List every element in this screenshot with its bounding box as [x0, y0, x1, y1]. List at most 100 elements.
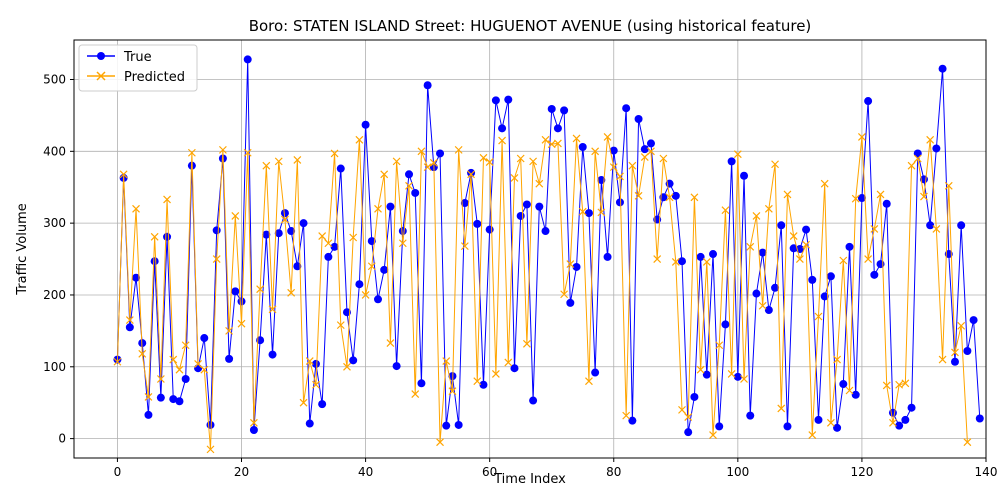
data-point-predicted [249, 418, 258, 427]
data-point-predicted [957, 321, 966, 330]
data-point-predicted [529, 157, 538, 166]
data-point-predicted [125, 316, 134, 325]
plot-frame [73, 39, 987, 459]
data-point-predicted [479, 153, 488, 162]
data-point-true [498, 124, 507, 133]
data-point-true [194, 364, 203, 373]
data-point-predicted [566, 260, 575, 269]
data-point-predicted [231, 212, 240, 220]
data-point-predicted [777, 404, 786, 413]
data-point-true [690, 392, 699, 401]
data-point-true [405, 170, 414, 179]
data-point-predicted [814, 312, 823, 321]
data-point-true [870, 270, 879, 279]
data-point-true [578, 143, 587, 152]
data-point-predicted [380, 170, 389, 179]
data-point-true [349, 356, 358, 365]
data-point-predicted [795, 255, 804, 263]
legend-marker-true [97, 52, 105, 60]
y-tick-label: 300 [43, 216, 66, 230]
data-point-true [535, 202, 544, 211]
data-point-true [150, 257, 159, 266]
data-point-true [249, 425, 258, 434]
y-tick-label: 0 [58, 432, 66, 446]
data-point-predicted [448, 387, 457, 396]
x-axis-label: Time Index [493, 472, 566, 487]
data-point-true [758, 248, 767, 257]
x-axis-ticks: 0 20 40 60 80 100 120 140 [114, 458, 997, 479]
data-point-true [479, 380, 488, 389]
data-point-predicted [386, 339, 395, 348]
legend-label-true: True [123, 50, 152, 65]
data-point-predicted [268, 305, 277, 314]
data-point-predicted [845, 386, 854, 395]
data-point-predicted [113, 357, 122, 366]
data-point-true [516, 211, 525, 220]
data-point-predicted [516, 154, 525, 163]
data-point-predicted [864, 255, 873, 263]
data-point-true [857, 194, 866, 203]
data-point-predicted [572, 134, 581, 143]
data-point-true [299, 219, 308, 228]
data-point-predicted [194, 359, 203, 368]
data-point-true [628, 416, 637, 425]
data-point-true [547, 104, 556, 113]
data-point-predicted [293, 156, 302, 164]
data-point-predicted [169, 355, 178, 364]
data-point-true [467, 168, 476, 177]
data-point-predicted [181, 341, 190, 350]
data-point-predicted [299, 398, 308, 407]
data-point-predicted [281, 215, 289, 224]
data-point-true [423, 81, 432, 90]
data-point-true [727, 157, 736, 166]
data-point-true [504, 95, 513, 104]
data-point-true [969, 316, 978, 325]
legend: True Predicted [78, 44, 198, 92]
x-tick-label: 80 [606, 465, 621, 479]
data-point-predicted [212, 255, 221, 263]
data-point-true [684, 428, 693, 437]
data-point-predicted [622, 411, 631, 420]
data-point-predicted [417, 147, 426, 156]
data-point-true [473, 219, 482, 228]
data-point-predicted [833, 355, 842, 364]
data-point-predicted [727, 370, 736, 378]
data-point-true [634, 115, 643, 124]
data-point-true [566, 298, 575, 307]
data-point-true [740, 171, 749, 180]
data-point-true [361, 120, 370, 129]
data-point-predicted [963, 438, 972, 447]
data-point-predicted [882, 381, 891, 390]
y-tick-label: 500 [43, 73, 66, 87]
x-tick-label: 20 [234, 465, 249, 479]
data-point-predicted [752, 212, 761, 220]
data-point-true [560, 106, 569, 115]
data-point-predicted [367, 262, 376, 271]
data-point-predicted [715, 341, 724, 350]
data-point-predicted [920, 192, 928, 201]
data-point-predicted [609, 163, 618, 172]
data-point-true [814, 415, 823, 424]
data-point-true [181, 374, 190, 383]
data-point-true [764, 306, 773, 315]
data-point-predicted [585, 377, 593, 386]
data-point-true [721, 320, 730, 329]
data-point-predicted [746, 242, 755, 251]
data-point-true [777, 221, 786, 230]
data-point-true [212, 226, 221, 235]
data-point-predicted [684, 413, 693, 421]
data-point-true [491, 96, 500, 105]
data-point-true [318, 400, 327, 409]
legend-label-predicted: Predicted [124, 70, 185, 85]
data-point-predicted [256, 285, 265, 294]
data-point-predicted [647, 147, 655, 156]
data-point-true [733, 372, 742, 381]
data-point-true [783, 422, 792, 431]
data-point-predicted [628, 161, 637, 170]
data-point-predicted [218, 145, 227, 154]
data-point-true [411, 188, 420, 197]
data-point-predicted [287, 288, 296, 297]
data-point-true [901, 415, 910, 424]
data-point-predicted [436, 438, 444, 447]
